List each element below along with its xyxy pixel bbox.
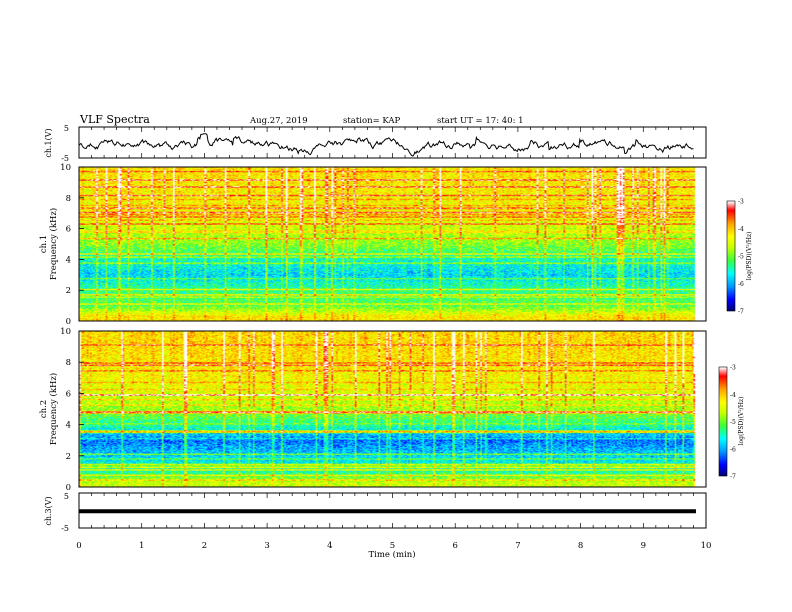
x-tick-label: 0	[76, 541, 81, 551]
ch1-spectrogram-ylabel: Frequency (kHz)	[48, 208, 59, 280]
ch1-spectrogram-ytick-label: 6	[66, 225, 71, 235]
ch2-spectrogram-channel-label: ch.2	[39, 400, 49, 418]
ch2-spectrogram-ytick-label: 8	[66, 358, 71, 368]
ch2-colorbar-tick-label: -3	[730, 365, 736, 372]
ch2-spectrogram-ytick-label: 2	[66, 452, 71, 462]
ch1-spectrogram-frame	[78, 166, 707, 322]
ch1-ytick-top: 5	[64, 124, 69, 133]
ch2-spectrogram-image	[79, 331, 706, 487]
x-tick-label: 9	[641, 541, 646, 551]
ch1-colorbar: -3 -4 -5 -6 -7 log(PSD)(V²/Hz)	[726, 199, 753, 316]
ch3-ytick-top: 5	[64, 492, 69, 501]
ch3-waveform-panel: 5 -5 ch.3(V) 0 1 2 3 4 5 6 7 8 9 10 Time (min)	[44, 127, 711, 560]
ch2-colorbar-tick-label: -4	[730, 392, 736, 399]
ch2-spectrogram-frame	[78, 330, 707, 488]
ch2-spectrogram-panel: 0 2 4 6 8 10 ch.2 Frequency (kHz)	[39, 327, 707, 493]
ch2-spectrogram-ytick-label: 6	[66, 389, 71, 399]
ch2-spectrogram-ylabel: Frequency (kHz)	[48, 373, 59, 445]
ch2-colorbar-tick-label: -7	[730, 474, 736, 481]
ch1-colorbar-label: log(PSD)(V²/Hz)	[746, 232, 753, 281]
ch1-spectrogram-ytick-label: 4	[66, 255, 71, 265]
ch1-colorbar-tick-label: -4	[738, 226, 744, 233]
ch3-ytick-bottom: -5	[61, 524, 69, 533]
ch2-colorbar-tick-label: -5	[730, 419, 736, 426]
ch1-waveform-panel: 5 -5 ch.1(V)	[44, 124, 707, 163]
ch1-colorbar-tick-label: -6	[738, 281, 744, 288]
ch2-spectrogram-ytick-label: 10	[60, 327, 71, 337]
x-axis-label: Time (min)	[368, 549, 415, 560]
ch3-ylabel: ch.3(V)	[44, 496, 53, 525]
x-tick-label: 4	[327, 541, 332, 551]
ch2-colorbar-gradient	[719, 367, 727, 476]
ch1-ylabel: ch.1(V)	[44, 128, 53, 157]
station-label: station= KAP	[343, 116, 401, 126]
ch1-colorbar-tick-label: -3	[738, 199, 744, 206]
ch1-waveform-trace	[78, 133, 694, 157]
ch2-colorbar-frame	[718, 366, 728, 477]
ch2-colorbar: -3 -4 -5 -6 -7 log(PSD)(V²/Hz)	[718, 365, 745, 481]
ch1-colorbar-tick-label: -5	[738, 254, 744, 261]
ch2-spectrogram-ytick-label: 0	[66, 483, 71, 493]
ch1-spectrogram-channel-label: ch.1	[39, 235, 49, 253]
x-tick-label: 1	[139, 541, 144, 551]
ch1-spectrogram-ytick-label: 10	[60, 163, 71, 173]
ch1-spectrogram-panel: 0 2 4 6 8 10 ch.1 Frequency (kHz)	[39, 163, 707, 327]
x-tick-label: 10	[701, 541, 712, 551]
x-tick-label: 6	[452, 541, 457, 551]
x-tick-label: 3	[264, 541, 269, 551]
x-tick-label: 8	[578, 541, 583, 551]
ch1-colorbar-frame	[726, 200, 736, 312]
ch1-spectrogram-ytick-label: 8	[66, 194, 71, 204]
ch1-colorbar-tick-label: -7	[738, 309, 744, 316]
ch2-colorbar-label: log(PSD)(V²/Hz)	[738, 397, 745, 446]
ch1-spectrogram-ytick-label: 0	[66, 317, 71, 327]
ch1-spectrogram-ytick-label: 2	[66, 286, 71, 296]
ch1-spectrogram-image	[79, 167, 706, 321]
ch1-colorbar-gradient	[727, 201, 735, 311]
ch1-ytick-bottom: -5	[61, 154, 69, 163]
start-time-label: start UT = 17: 40: 1	[437, 116, 524, 126]
x-tick-label: 2	[202, 541, 207, 551]
ch2-spectrogram-ytick-label: 4	[66, 421, 71, 431]
date-label: Aug.27, 2019	[249, 116, 308, 126]
x-tick-label: 5	[390, 541, 395, 551]
x-tick-label: 7	[515, 541, 520, 551]
ch2-colorbar-tick-label: -6	[730, 446, 736, 453]
figure-title: VLF Spectra	[79, 113, 150, 126]
